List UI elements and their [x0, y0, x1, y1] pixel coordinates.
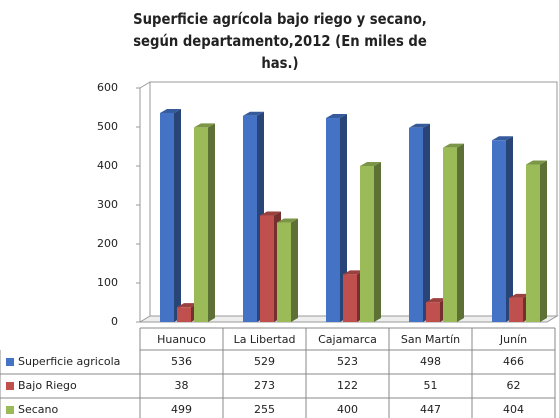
- bar: [409, 127, 423, 322]
- bar-top: [526, 160, 547, 165]
- bar-side: [506, 136, 513, 322]
- bar: [194, 127, 208, 322]
- bar-side: [457, 143, 464, 322]
- bar: [326, 118, 340, 322]
- bar-side: [174, 108, 181, 323]
- bar-side: [340, 114, 347, 322]
- bar-top: [509, 293, 530, 298]
- bar-top: [260, 211, 281, 216]
- table-cell: 498: [420, 355, 441, 368]
- bar-side: [291, 218, 298, 322]
- bar: [343, 274, 357, 322]
- table-cell: 255: [254, 403, 275, 416]
- bar-top: [277, 218, 298, 223]
- table-cell: 466: [503, 355, 524, 368]
- bar-top: [443, 143, 464, 148]
- table-cell: 122: [337, 379, 358, 392]
- table-cell: 273: [254, 379, 275, 392]
- bar-top: [194, 123, 215, 128]
- bar: [360, 166, 374, 322]
- bar-top: [492, 136, 513, 141]
- legend-label: Secano: [18, 403, 59, 416]
- bar: [260, 215, 274, 322]
- legend-label: Bajo Riego: [18, 379, 77, 392]
- y-tick-label: 300: [97, 198, 118, 211]
- bar: [243, 115, 257, 322]
- y-tick-label: 0: [111, 315, 118, 328]
- bar: [509, 297, 523, 322]
- bar-top: [160, 108, 181, 113]
- legend-label: Superficie agricola: [18, 355, 120, 368]
- bar-top: [360, 162, 381, 166]
- bar-side: [374, 162, 381, 322]
- bar-side: [423, 123, 430, 322]
- x-tick-label: San Martín: [401, 333, 460, 346]
- bar-top: [177, 303, 198, 308]
- bar-top: [343, 270, 364, 275]
- bar: [160, 112, 174, 323]
- y-tick-label: 600: [97, 81, 118, 94]
- x-tick-label: Huanuco: [157, 333, 206, 346]
- bar: [492, 140, 506, 322]
- bar-side: [208, 123, 215, 322]
- x-tick-label: La Libertad: [234, 333, 296, 346]
- bar-top: [409, 123, 430, 128]
- table-cell: 523: [337, 355, 358, 368]
- table-cell: 447: [420, 403, 441, 416]
- bar: [277, 222, 291, 322]
- legend-swatch: [6, 358, 14, 366]
- table-cell: 38: [175, 379, 189, 392]
- chart-title: Superficie agrícola bajo riego y secano,…: [133, 10, 427, 72]
- y-tick-label: 200: [97, 237, 118, 250]
- table-cell: 499: [171, 403, 192, 416]
- y-tick-label: 400: [97, 159, 118, 172]
- table-cell: 536: [171, 355, 192, 368]
- y-tick-label: 100: [97, 276, 118, 289]
- table-cell: 404: [503, 403, 524, 416]
- axis-edge: [139, 81, 151, 89]
- bar: [443, 147, 457, 322]
- bar-top: [426, 298, 447, 303]
- table-cell: 529: [254, 355, 275, 368]
- x-tick-label: Cajamarca: [318, 333, 377, 346]
- table-cell: 62: [507, 379, 521, 392]
- x-tick-label: Junín: [499, 333, 527, 346]
- bar-side: [540, 160, 547, 322]
- legend-swatch: [6, 382, 14, 390]
- y-tick-label: 500: [97, 120, 118, 133]
- table-cell: 400: [337, 403, 358, 416]
- bar: [526, 164, 540, 322]
- table-cell: 51: [424, 379, 438, 392]
- bar-top: [243, 111, 264, 116]
- bar-top: [326, 114, 347, 119]
- bar: [177, 307, 191, 322]
- bar: [426, 302, 440, 322]
- legend-swatch: [6, 406, 14, 414]
